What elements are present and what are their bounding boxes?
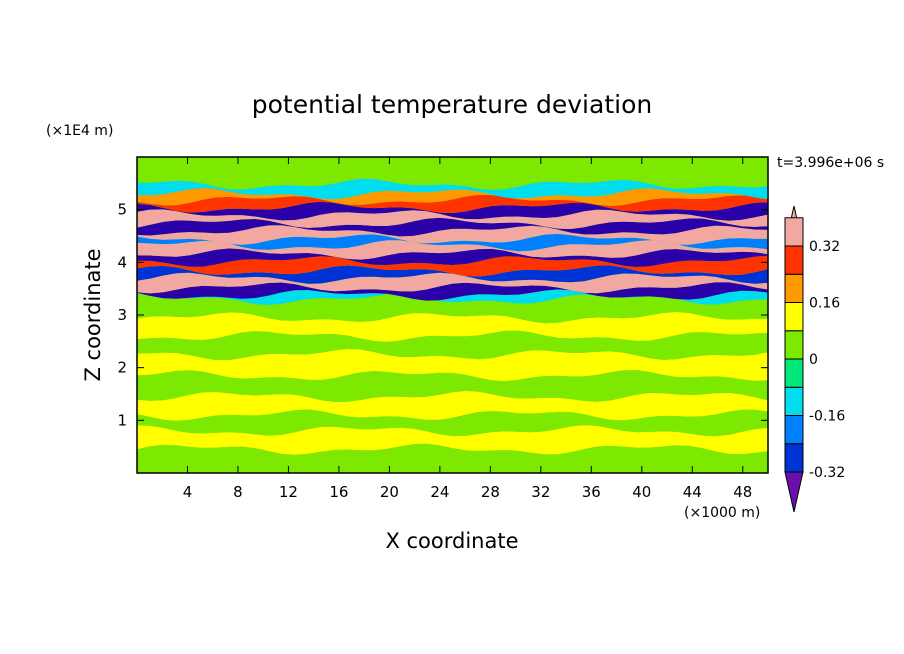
contour-band [137,265,768,284]
contour-band [137,289,768,305]
contour-band [137,188,768,206]
x-unit-label: (×1000 m) [684,505,760,521]
contour-band [137,425,768,455]
y-unit-label: (×1E4 m) [46,123,113,139]
colorbar-label: 0.16 [809,296,840,312]
contour-band [137,330,768,360]
contour-band [137,282,768,301]
colorbar-swatch [784,330,804,360]
x-tick-label: 16 [329,483,348,501]
y-tick-label: 3 [117,306,127,324]
contour-plot-area [137,157,768,473]
colorbar-label: 0 [809,352,818,368]
time-label: t=3.996e+06 s [777,155,884,171]
colorbar-swatch [784,245,804,275]
contour-band [137,370,768,402]
x-tick-label: 12 [279,483,298,501]
contour-band [137,240,768,260]
x-tick-label: 20 [380,483,399,501]
contour-band [137,217,768,237]
contour-band [137,248,768,267]
y-tick-label: 4 [117,253,127,271]
chart-title: potential temperature deviation [252,90,652,119]
x-axis-label: X coordinate [385,529,518,553]
y-tick-label: 2 [117,359,127,377]
colorbar-swatch [784,302,804,332]
x-tick-label: 4 [183,483,193,501]
y-tick-label: 5 [117,201,127,219]
contour-band [137,349,768,382]
y-axis-label: Z coordinate [81,248,105,381]
contour-band [137,157,768,190]
contour-band [137,194,768,214]
colorbar-swatch [784,358,804,388]
colorbar-swatch [784,386,804,416]
colorbar-swatch [784,415,804,445]
x-tick-label: 48 [733,483,752,501]
contour-band [137,409,768,437]
contour-band [137,443,768,473]
contour-band [137,311,768,342]
contour-band [137,201,768,221]
x-tick-label: 8 [233,483,243,501]
y-tick-label: 1 [117,411,127,429]
x-tick-label: 24 [430,483,449,501]
contour-band [137,225,768,245]
contour-band [137,209,768,229]
colorbar-swatch [784,217,804,247]
y-axis: 1 2 3 4 5 [117,201,768,429]
x-tick-label: 28 [481,483,500,501]
contour-band [137,293,768,324]
x-tick-label: 44 [683,483,702,501]
x-tick-label: 32 [531,483,550,501]
colorbar: 0.32 0.16 0 -0.16 -0.32 [784,205,845,513]
colorbar-label: 0.32 [809,239,840,255]
contour-band [137,390,768,421]
contour-band [137,178,768,200]
colorbar-min-arrow [784,471,804,513]
x-axis: 4 8 12 16 20 24 28 32 36 40 44 48 [183,157,752,501]
colorbar-swatch [784,273,804,303]
x-tick-label: 40 [632,483,651,501]
colorbar-label: -0.32 [809,465,845,481]
contour-band [137,272,768,294]
colorbar-swatch [784,443,804,473]
x-tick-label: 36 [582,483,601,501]
colorbar-label: -0.16 [809,409,845,425]
contour-band [137,233,768,252]
contour-band [137,255,768,277]
